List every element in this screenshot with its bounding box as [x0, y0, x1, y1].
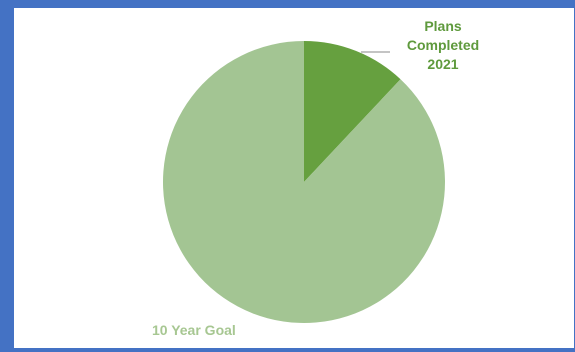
plans-completed-label: Plans Completed 2021 [406, 18, 480, 72]
pie-slice-ten-year-goal [162, 41, 446, 323]
ten-year-goal-label: 10 Year Goal [152, 322, 236, 338]
pie-slice-plans-completed [304, 41, 401, 182]
pie-slices [162, 41, 446, 323]
pie-chart [162, 41, 446, 323]
chart-panel: Plans Completed 2021 10 Year Goal [14, 8, 574, 348]
